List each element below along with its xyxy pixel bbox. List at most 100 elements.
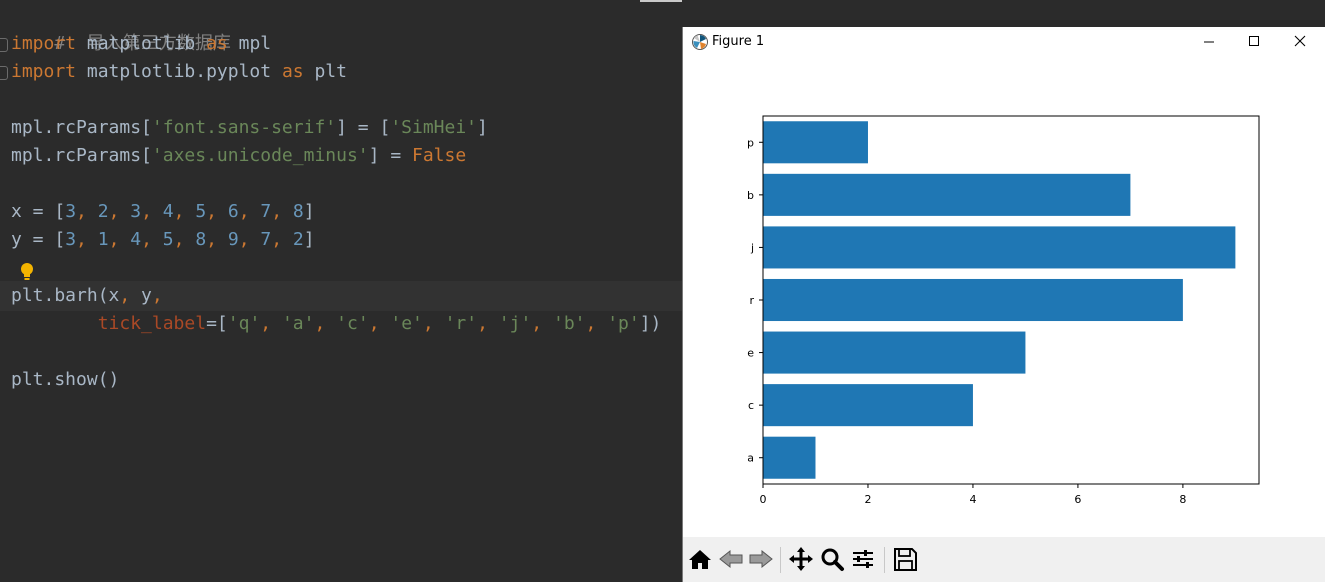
punctuation: ,: [238, 229, 261, 250]
string-literal: 'p': [607, 313, 640, 334]
number-literal: 4: [162, 201, 174, 222]
number-literal: 2: [97, 201, 109, 222]
punctuation: ,: [422, 313, 445, 334]
configure-subplots-icon[interactable]: [848, 543, 878, 575]
code-text: ] =: [368, 145, 412, 166]
number-literal: 5: [195, 201, 207, 222]
back-icon[interactable]: [716, 543, 746, 575]
punctuation: ,: [151, 285, 163, 306]
bar-b: [763, 173, 1131, 216]
matplotlib-logo-icon: [692, 34, 708, 50]
code-text: mpl.rcParams[: [11, 145, 152, 166]
pan-icon[interactable]: [786, 543, 816, 575]
lightbulb-icon[interactable]: [19, 262, 35, 282]
y-tick-label: c: [748, 399, 754, 412]
y-tick-label: b: [747, 189, 754, 202]
code-text: y = [: [11, 229, 66, 250]
keyword-as: as: [281, 61, 304, 82]
punctuation: ,: [206, 201, 228, 222]
number-literal: 8: [195, 229, 207, 250]
bar-e: [763, 331, 1026, 374]
y-tick-label: e: [747, 347, 754, 360]
fold-marker-icon[interactable]: [0, 38, 8, 52]
number-literal: 2: [292, 229, 304, 250]
x-tick-label: 8: [1179, 493, 1186, 506]
fold-marker-icon[interactable]: [0, 66, 8, 80]
y-tick-label: r: [749, 294, 754, 307]
punctuation: ,: [119, 285, 131, 306]
code-line-rcparams-minus[interactable]: mpl.rcParams['axes.unicode_minus'] = Fal…: [11, 142, 466, 170]
code-editor[interactable]: # 导入第三方数据库 import matplotlib as mpl impo…: [0, 0, 682, 582]
code-text: plt.show(): [11, 369, 120, 390]
punctuation: ,: [76, 201, 98, 222]
number-literal: 3: [130, 201, 142, 222]
number-literal: 9: [227, 229, 239, 250]
number-literal: 1: [97, 229, 109, 250]
keyword-argument: tick_label: [97, 313, 207, 334]
punctuation: ,: [238, 201, 261, 222]
punctuation: ,: [531, 313, 553, 334]
chart-canvas[interactable]: a c e r j b p 0 2 4 6 8: [683, 57, 1325, 537]
code-line-tick-label[interactable]: tick_label=['q', 'a', 'c', 'e', 'r', 'j'…: [11, 310, 662, 338]
keyword-false: False: [412, 145, 467, 166]
toolbar-separator: [780, 547, 781, 573]
toolbar-separator: [884, 547, 885, 573]
keyword-as: as: [206, 33, 228, 54]
code-line-x-list[interactable]: x = [3, 2, 3, 4, 5, 6, 7, 8]: [11, 198, 315, 226]
zoom-icon[interactable]: [817, 543, 847, 575]
number-literal: 5: [162, 229, 174, 250]
keyword-import: import: [11, 61, 77, 82]
string-literal: 'q': [227, 313, 261, 334]
code-text: ]: [303, 201, 315, 222]
close-button[interactable]: [1277, 29, 1323, 55]
string-literal: 'j': [498, 313, 532, 334]
editor-scroll-strip: [640, 0, 682, 2]
punctuation: ,: [271, 201, 293, 222]
code-line-y-list[interactable]: y = [3, 1, 4, 5, 8, 9, 7, 2]: [11, 226, 315, 254]
module-alias: mpl: [227, 33, 272, 54]
code-line-import-mpl[interactable]: import matplotlib as mpl: [11, 30, 271, 58]
string-literal: 'SimHei': [390, 117, 478, 138]
code-line-barh[interactable]: plt.barh(x, y,: [11, 282, 163, 310]
number-literal: 3: [65, 229, 77, 250]
forward-icon[interactable]: [746, 543, 776, 575]
code-text: =[: [206, 313, 228, 334]
punctuation: ,: [314, 313, 337, 334]
number-literal: 7: [260, 201, 272, 222]
code-line-show[interactable]: plt.show(): [11, 366, 119, 394]
punctuation: ,: [271, 229, 293, 250]
punctuation: ,: [206, 229, 228, 250]
figure-window[interactable]: Figure 1 a c e r j b p 0 2 4 6 8: [682, 27, 1325, 582]
code-text: plt.barh(x: [11, 285, 120, 306]
code-line-comment[interactable]: # 导入第三方数据库: [11, 2, 231, 54]
figure-titlebar[interactable]: Figure 1: [683, 27, 1325, 57]
number-literal: 7: [260, 229, 272, 250]
punctuation: ,: [368, 313, 391, 334]
string-literal: 'a': [281, 313, 315, 334]
window-title: Figure 1: [712, 34, 765, 49]
save-icon[interactable]: [890, 543, 920, 575]
punctuation: ,: [141, 229, 163, 250]
number-literal: 4: [130, 229, 142, 250]
punctuation: ,: [76, 229, 98, 250]
x-tick-label: 6: [1074, 493, 1081, 506]
navigation-toolbar: [683, 537, 1325, 582]
punctuation: ,: [141, 201, 163, 222]
code-text: x = [: [11, 201, 66, 222]
number-literal: 6: [227, 201, 239, 222]
current-line-highlight: [0, 281, 682, 311]
code-text: y: [130, 285, 152, 306]
code-text: ]: [477, 117, 488, 138]
bar-a: [763, 436, 816, 479]
code-line-import-plt[interactable]: import matplotlib.pyplot as plt: [11, 58, 347, 86]
maximize-button[interactable]: [1231, 29, 1277, 55]
bar-p: [763, 121, 868, 164]
home-icon[interactable]: [685, 543, 715, 575]
indent: [11, 313, 98, 334]
code-line-rcparams-font[interactable]: mpl.rcParams['font.sans-serif'] = ['SimH…: [11, 114, 488, 142]
y-tick-label: a: [747, 452, 754, 465]
string-literal: 'font.sans-serif': [151, 117, 337, 138]
punctuation: ,: [108, 229, 131, 250]
minimize-button[interactable]: [1186, 29, 1232, 55]
x-tick-label: 4: [969, 493, 976, 506]
